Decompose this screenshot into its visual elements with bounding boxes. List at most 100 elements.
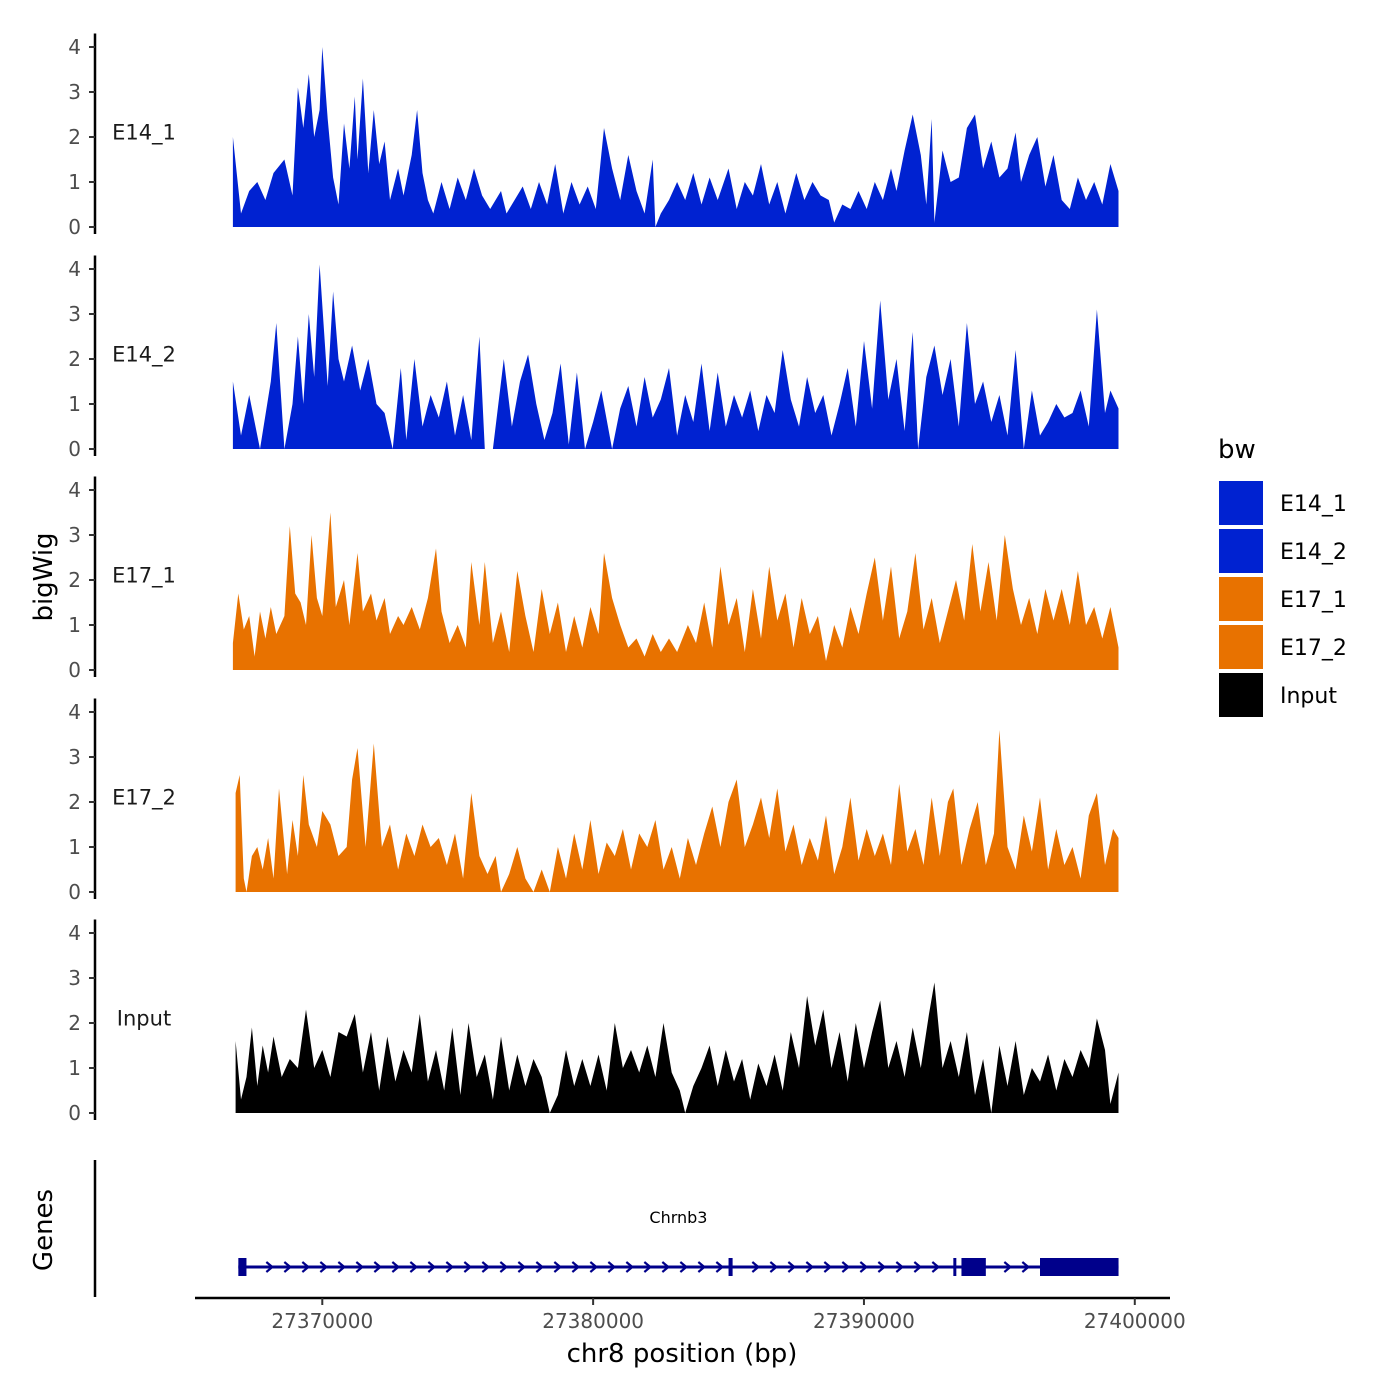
x-tick-label: 27380000: [542, 1309, 644, 1333]
strand-arrow: [895, 1261, 905, 1273]
track-label: E14_2: [112, 343, 176, 368]
strand-arrow: [679, 1261, 689, 1273]
x-tick-label: 27390000: [813, 1309, 915, 1333]
genes-track: Genes Chrnb3: [29, 1160, 1119, 1297]
legend-label: E14_1: [1280, 492, 1347, 517]
legend-item: E17_2: [1217, 623, 1347, 671]
legend-label: E17_2: [1280, 636, 1347, 661]
y-tick-label: 2: [68, 568, 81, 592]
legend-swatch: [1217, 479, 1265, 527]
strand-arrow: [373, 1261, 383, 1273]
y-tick-label: 1: [68, 613, 81, 637]
strand-arrow: [805, 1261, 815, 1273]
x-axis: chr8 position (bp) 27370000 27380000 27390…: [195, 1296, 1186, 1369]
legend-swatch: [1217, 527, 1265, 575]
strand-arrow: [931, 1261, 941, 1273]
strand-arrow: [445, 1261, 455, 1273]
strand-arrow: [607, 1261, 617, 1273]
strand-arrow: [301, 1261, 311, 1273]
signal-area-e17-2: [235, 730, 1119, 892]
y-tick-label: 4: [68, 257, 81, 281]
track-e17-2: 0 1 2 3 4 E17_2: [68, 698, 1119, 904]
y-tick-label: 0: [68, 437, 81, 461]
y-tick-label: 0: [68, 1101, 81, 1125]
track-e17-1: 0 1 2 3 4 E17_1: [68, 476, 1119, 682]
y-tick-label: 2: [68, 125, 81, 149]
y-tick-label: 1: [68, 392, 81, 416]
y-axis-title: bigWig: [29, 532, 59, 621]
track-e14-1: 0 1 2 3 4 E14_1: [68, 33, 1119, 239]
legend: bw E14_1 E14_2 E17_1 E17_2 Input: [1217, 435, 1347, 719]
signal-area-e17-1: [232, 512, 1119, 670]
y-tick-label: 2: [68, 790, 81, 814]
strand-arrow: [877, 1261, 887, 1273]
y-tick-label: 3: [68, 80, 81, 104]
legend-item: E14_2: [1217, 527, 1347, 575]
legend-label: E14_2: [1280, 540, 1347, 565]
strand-arrow: [661, 1261, 671, 1273]
legend-swatch: [1217, 623, 1265, 671]
strand-arrow: [715, 1261, 725, 1273]
x-axis-title: chr8 position (bp): [567, 1339, 798, 1369]
strand-arrow: [1003, 1261, 1013, 1273]
strand-arrow: [517, 1261, 527, 1273]
strand-arrow: [463, 1261, 473, 1273]
gene-exon: [953, 1258, 957, 1276]
strand-arrow: [337, 1261, 347, 1273]
track-label: E17_2: [112, 786, 176, 811]
track-input: 0 1 2 3 4 Input: [68, 919, 1119, 1125]
y-tick-label: 3: [68, 302, 81, 326]
strand-arrow: [769, 1261, 779, 1273]
legend-title: bw: [1218, 435, 1256, 465]
y-tick-label: 4: [68, 35, 81, 59]
strand-arrow: [355, 1261, 365, 1273]
strand-arrow: [697, 1261, 707, 1273]
strand-arrow: [1021, 1261, 1031, 1273]
strand-arrow: [571, 1261, 581, 1273]
x-tick-label: 27370000: [271, 1309, 373, 1333]
gene-exon: [238, 1258, 247, 1276]
y-tick-label: 3: [68, 966, 81, 990]
strand-arrow: [553, 1261, 563, 1273]
y-tick-label: 4: [68, 921, 81, 945]
y-tick-label: 4: [68, 700, 81, 724]
gene-name-label: Chrnb3: [649, 1208, 707, 1227]
signal-tracks: 0 1 2 3 4 E14_1 0 1 2 3 4 E14_2 0 1 2 3 4 E17_1 0 1 2 3 4 E17_2…: [68, 33, 1119, 1125]
y-tick-label: 0: [68, 215, 81, 239]
legend-item: Input: [1217, 671, 1337, 719]
strand-arrow: [751, 1261, 761, 1273]
strand-arrow: [913, 1261, 923, 1273]
strand-arrow: [481, 1261, 491, 1273]
strand-arrow: [859, 1261, 869, 1273]
y-tick-label: 0: [68, 658, 81, 682]
track-label: E14_1: [112, 121, 176, 146]
y-tick-label: 1: [68, 1056, 81, 1080]
strand-arrow: [625, 1261, 635, 1273]
legend-item: E14_1: [1217, 479, 1347, 527]
gene-exon: [961, 1258, 986, 1276]
strand-arrow: [319, 1261, 329, 1273]
legend-label: Input: [1280, 684, 1337, 709]
legend-item: E17_1: [1217, 575, 1347, 623]
strand-arrow: [409, 1261, 419, 1273]
legend-swatch: [1217, 671, 1265, 719]
y-tick-label: 1: [68, 170, 81, 194]
strand-arrow: [391, 1261, 401, 1273]
y-tick-label: 2: [68, 1011, 81, 1035]
strand-arrow: [823, 1261, 833, 1273]
genes-track-title: Genes: [29, 1189, 59, 1271]
signal-area-e14-1: [232, 47, 1119, 227]
y-tick-label: 3: [68, 745, 81, 769]
y-tick-label: 4: [68, 478, 81, 502]
track-label: Input: [117, 1007, 171, 1031]
legend-swatch: [1217, 575, 1265, 623]
strand-arrow: [499, 1261, 509, 1273]
track-label: E17_1: [112, 564, 176, 589]
strand-arrow: [535, 1261, 545, 1273]
strand-arrow: [643, 1261, 653, 1273]
strand-arrow: [427, 1261, 437, 1273]
gene-exon: [728, 1258, 733, 1276]
x-tick-label: 27400000: [1084, 1309, 1186, 1333]
gene-chrnb3: Chrnb3: [238, 1208, 1119, 1276]
